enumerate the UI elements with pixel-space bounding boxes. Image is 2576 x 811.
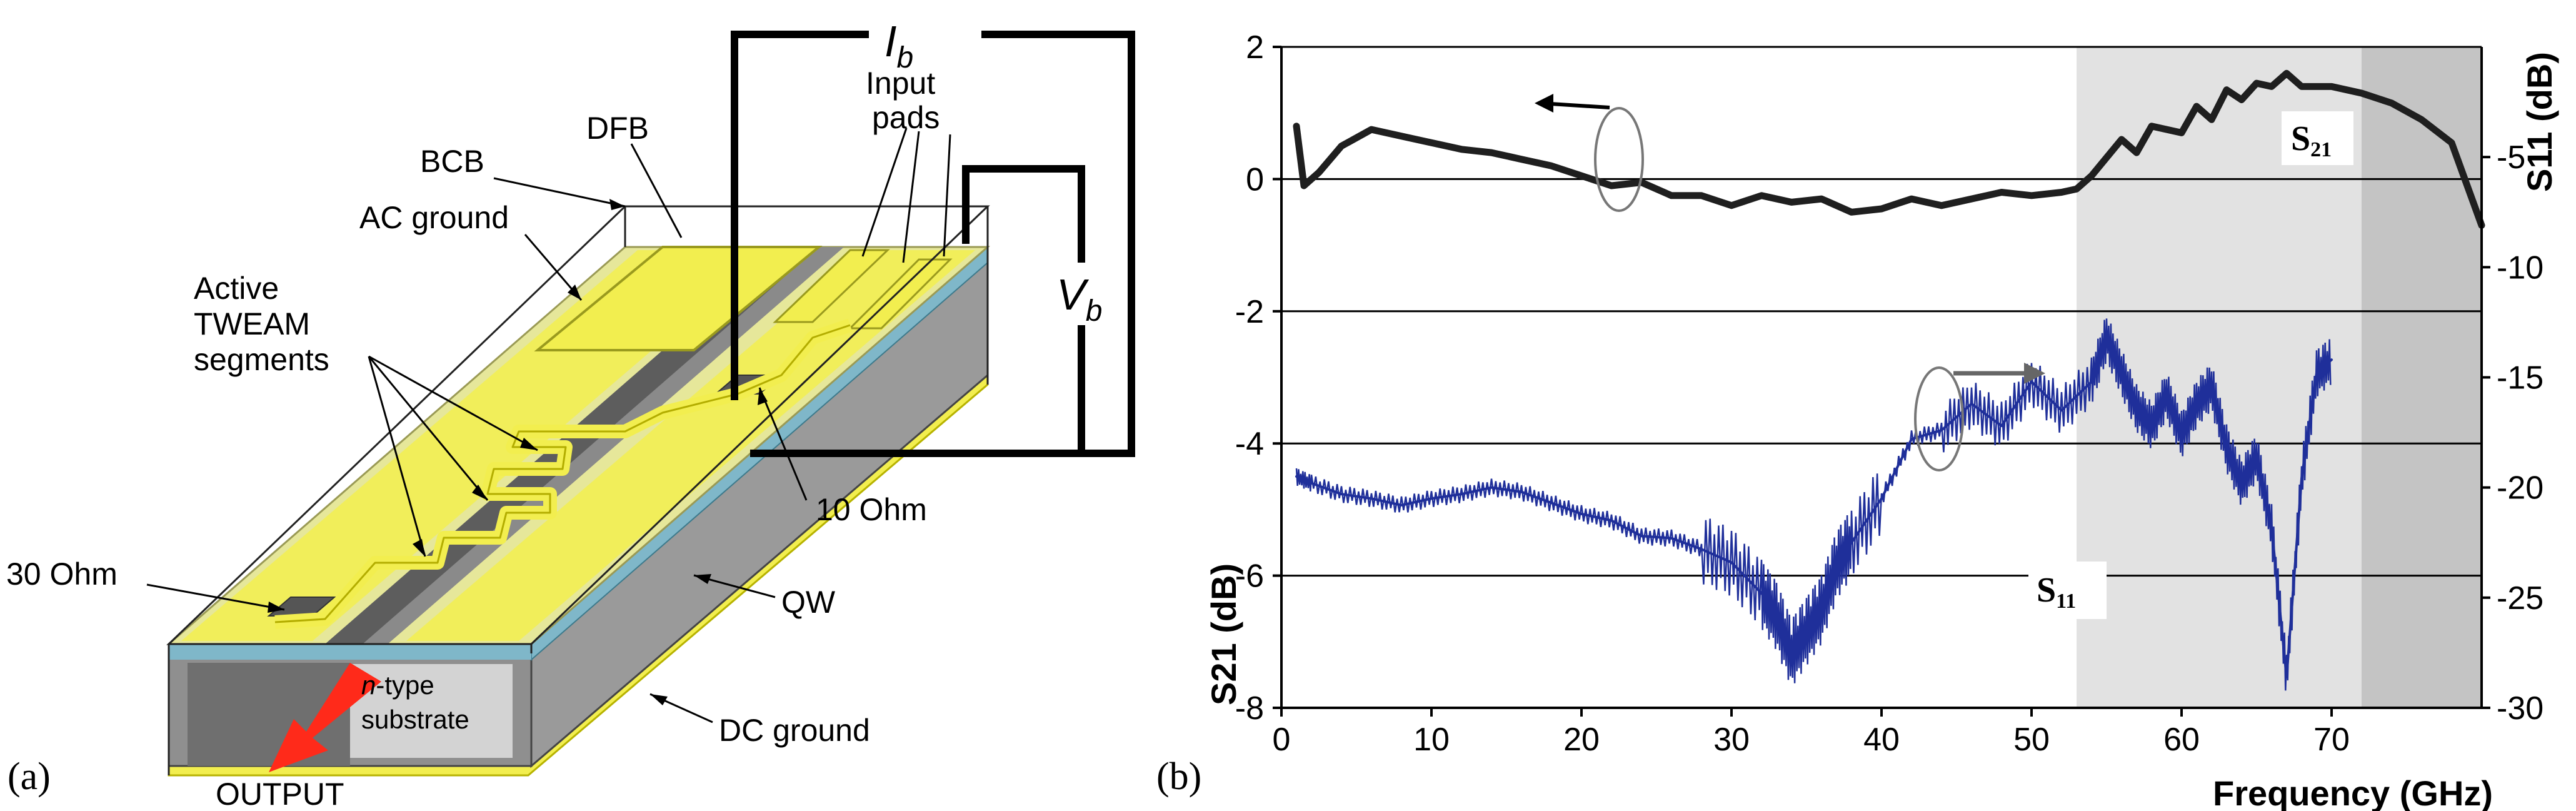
thirty-ohm-label: 30 Ohm [6, 557, 118, 592]
y-right-tick-label--15: -15 [2497, 360, 2543, 396]
series-s21-line [1293, 69, 2485, 229]
x-tick-label-30: 30 [1713, 722, 1750, 758]
y-right-tick-label--30: -30 [2497, 690, 2543, 727]
dfb-label: DFB [586, 111, 649, 146]
vb-label: Vb [1056, 270, 1102, 328]
s11-annotation: S11 [2037, 571, 2076, 613]
sparameter-chart: 0 10 20 30 40 50 60 7020-2-4-6-8-5-10-15-20-25-… [1235, 29, 2543, 758]
leader-arrowheads [268, 199, 768, 705]
input-pads-label-2: pads [872, 100, 940, 135]
input-pad-1 [773, 249, 890, 323]
tick-labels: 0 10 20 30 40 50 60 7020-2-4-6-8-5-10-15-20-25-… [1235, 29, 2543, 758]
active-label-3: segments [194, 342, 329, 377]
y-left-tick-label--2: -2 [1235, 294, 1264, 330]
y-right-tick-label--10: -10 [2497, 249, 2543, 286]
y-axis-left-title: S21 (dB) [1204, 563, 1243, 705]
y-left-tick-label--8: -8 [1235, 690, 1264, 727]
ib-label: Ib [885, 17, 913, 74]
series-layer [1293, 69, 2485, 691]
chart-annotations: S21 S11 [1535, 94, 2353, 619]
axes-layer [1273, 46, 2490, 717]
y-right-tick-label--25: -25 [2497, 580, 2543, 617]
ntype-label-1: n-type [361, 670, 434, 700]
shaded-region-2 [2362, 47, 2482, 708]
x-tick-label-70: 70 [2313, 722, 2350, 758]
x-tick-label-0: 0 [1273, 722, 1291, 758]
ib-wire [731, 31, 1135, 457]
s21-ellipse [1594, 107, 1644, 212]
s11-label-box [2028, 562, 2107, 619]
ac-ground-label: AC ground [359, 200, 509, 235]
vb-label-mask [1050, 263, 1119, 325]
output-arrow [269, 663, 381, 772]
input-pads-label-1: Input [866, 66, 935, 101]
y-right-tick-label--20: -20 [2497, 470, 2543, 506]
x-tick-label-50: 50 [2013, 722, 2050, 758]
input-pad-2 [848, 258, 953, 330]
right-metal [406, 250, 975, 641]
y-left-tick-label--6: -6 [1235, 558, 1264, 595]
tweam-meander-outline [274, 324, 851, 623]
y-left-tick-label-0: 0 [1246, 161, 1264, 198]
device-schematic [146, 13, 1135, 777]
ib-label-mask [869, 13, 981, 69]
x-tick-label-10: 10 [1413, 722, 1450, 758]
qw-front [169, 644, 531, 660]
x-tick-label-60: 60 [2163, 722, 2200, 758]
qw-label: QW [781, 585, 836, 620]
x-axis-title: Frequency (GHz) [2213, 773, 2493, 811]
series-s11-noise [1295, 318, 2332, 691]
y-left-tick-label-2: 2 [1246, 29, 1264, 66]
active-label-2: TWEAM [194, 306, 310, 341]
s21-label-box [2282, 111, 2353, 165]
x-tick-label-20: 20 [1563, 722, 1600, 758]
dc-ground-label: DC ground [719, 713, 870, 748]
ten-ohm-label: 10 Ohm [816, 492, 927, 527]
y-axis-right-title: S11 (dB) [2520, 52, 2559, 192]
panel-a-label: (a) [8, 755, 51, 798]
s11-ellipse [1914, 366, 1964, 471]
s21-axis-arrowhead [1535, 94, 1553, 113]
dfb-pad [534, 246, 823, 351]
x-tick-label-40: 40 [1863, 722, 1900, 758]
ntype-label-2: substrate [361, 705, 469, 734]
output-label: OUTPUT [216, 777, 344, 811]
s21-annotation: S21 [2291, 119, 2332, 161]
bcb-label: BCB [420, 144, 484, 179]
y-right-tick-label--5: -5 [2497, 139, 2525, 176]
s11-axis-arrowhead [2024, 363, 2045, 384]
active-label-1: Active [194, 271, 279, 306]
waveguide-ridge-light [363, 247, 844, 644]
panel-b-label: (b) [1156, 755, 1201, 798]
y-left-tick-label--4: -4 [1235, 426, 1264, 462]
